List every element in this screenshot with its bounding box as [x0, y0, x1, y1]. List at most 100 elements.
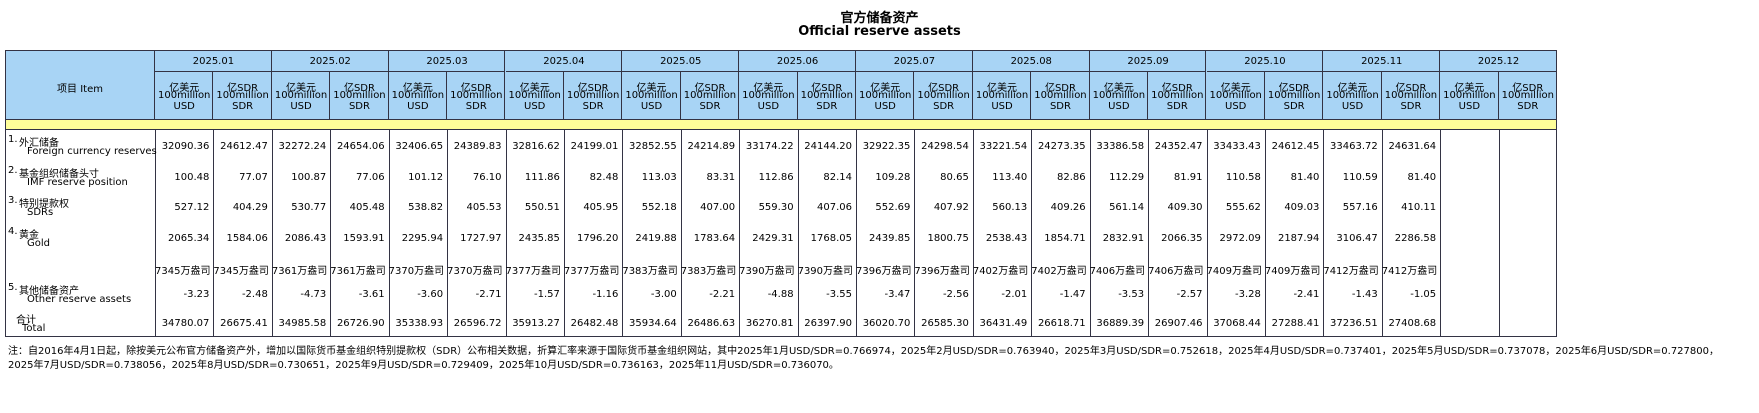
cell-value: 7402万盎司: [972, 265, 1029, 277]
unit-label: USD: [1108, 101, 1130, 112]
cell-value: 560.13: [992, 201, 1028, 213]
unit-label: 100million: [391, 90, 445, 101]
unit-cell: [1440, 72, 1499, 120]
month-cell: [1323, 50, 1441, 72]
month-cell: [271, 50, 389, 72]
cell-value: 409.30: [1167, 201, 1203, 213]
cell-value: 24631.64: [1388, 140, 1437, 152]
cell-value: -3.60: [417, 289, 444, 300]
cell-value: 113.40: [992, 172, 1028, 183]
cell-value: 409.26: [1050, 201, 1086, 213]
unit-label: USD: [1225, 101, 1247, 112]
cell-value: 1854.71: [1044, 232, 1086, 244]
unit-label: 100million: [975, 90, 1029, 101]
cell-value: 1727.97: [460, 232, 502, 244]
cell-value: 36431.49: [979, 317, 1028, 329]
cell-value: -1.05: [1410, 289, 1437, 300]
row-num: 2.: [8, 165, 18, 176]
unit-label: SDR: [1517, 101, 1539, 112]
row-label-en: Total: [22, 322, 46, 334]
unit-label: 100million: [1326, 90, 1379, 101]
cell-value: 409.03: [1284, 201, 1320, 213]
month-cell: [972, 50, 1090, 72]
unit-label: 亿SDR: [1278, 83, 1310, 94]
row-label-en: SDRs: [27, 206, 54, 218]
unit-label: 100million: [1384, 90, 1438, 101]
cell-value: 37068.44: [1213, 317, 1261, 329]
unit-label: 亿美元: [519, 83, 550, 94]
unit-cell: [1031, 72, 1090, 120]
cell-value: 2832.91: [1102, 232, 1145, 244]
unit-label: 100million: [450, 90, 503, 101]
cell-value: 7345万盎司: [155, 265, 211, 277]
cell-value: 32406.65: [395, 140, 444, 152]
cell-value: 34985.58: [278, 317, 327, 329]
cell-value: 1584.06: [226, 232, 268, 244]
cell-value: 82.86: [1057, 172, 1086, 183]
col-border: [739, 130, 741, 337]
cell-value: 404.29: [232, 201, 268, 213]
cell-value: 407.06: [816, 201, 852, 213]
col-border: [155, 130, 156, 337]
col-border: [505, 130, 507, 337]
cell-value: 552.69: [875, 201, 911, 213]
cell-value: 32272.24: [278, 140, 327, 152]
cell-value: 7409万盎司: [1206, 265, 1262, 277]
unit-cell: [272, 72, 331, 120]
month-label: 2025.11: [1361, 56, 1403, 67]
cell-value: 7383万盎司: [680, 265, 737, 277]
unit-label: 亿美元: [1337, 83, 1368, 94]
cell-value: 7361万盎司: [330, 265, 386, 277]
unit-cell: [739, 72, 798, 120]
unit-label: USD: [1341, 101, 1364, 112]
cell-value: 2538.43: [985, 232, 1028, 244]
header-band: [5, 120, 1557, 130]
cell-value: 2086.43: [284, 232, 327, 244]
unit-label: 100million: [1267, 90, 1321, 101]
body-frame: [5, 130, 1557, 337]
cell-value: -3.00: [650, 289, 677, 300]
unit-cell: [1382, 72, 1441, 120]
unit-label: 亿美元: [870, 83, 901, 94]
cell-value: 7377万盎司: [505, 265, 561, 277]
cell-value: 7406万盎司: [1089, 265, 1146, 277]
cell-value: 32090.36: [161, 140, 210, 152]
month-cell: [622, 50, 740, 72]
unit-label: 亿SDR: [1512, 83, 1544, 94]
cell-value: 7383万盎司: [622, 265, 678, 277]
cell-value: 1593.91: [343, 232, 385, 244]
cell-value: 32852.55: [629, 140, 677, 152]
month-label: 2025.09: [1127, 56, 1169, 67]
cell-value: 82.48: [589, 172, 619, 183]
cell-value: 24612.45: [1271, 140, 1320, 152]
cell-value: 7396万盎司: [914, 265, 970, 277]
cell-value: 2439.85: [869, 232, 911, 244]
unit-label: 亿美元: [636, 83, 667, 94]
unit-label: 亿美元: [1103, 83, 1134, 94]
col-border: [914, 130, 916, 337]
month-label: 2025.08: [1010, 56, 1052, 67]
col-border: [972, 130, 974, 337]
cell-value: 111.86: [524, 172, 560, 183]
col-border: [1089, 130, 1091, 337]
unit-label: SDR: [1400, 101, 1422, 112]
cell-value: 1768.05: [810, 232, 852, 244]
cell-value: 407.00: [700, 201, 736, 213]
cell-value: 1796.20: [576, 232, 619, 244]
cell-value: 113.03: [641, 172, 677, 183]
unit-cell: [506, 72, 564, 120]
col-border: [622, 130, 624, 337]
cell-value: 36270.81: [745, 317, 794, 329]
cell-value: 35913.27: [512, 317, 560, 329]
cell-value: 27408.68: [1388, 317, 1437, 329]
cell-value: 32922.35: [862, 140, 911, 152]
month-label: 2025.10: [1244, 56, 1286, 67]
cell-value: 7390万盎司: [739, 265, 795, 277]
unit-label: 亿美元: [1220, 83, 1251, 94]
row-label-en: Gold: [27, 237, 50, 249]
col-border: [447, 130, 449, 337]
cell-value: 112.86: [758, 172, 794, 183]
col-border: [1498, 130, 1500, 337]
row-label-zh: 其他储备资产: [19, 286, 79, 297]
cell-value: 77.07: [239, 172, 268, 183]
